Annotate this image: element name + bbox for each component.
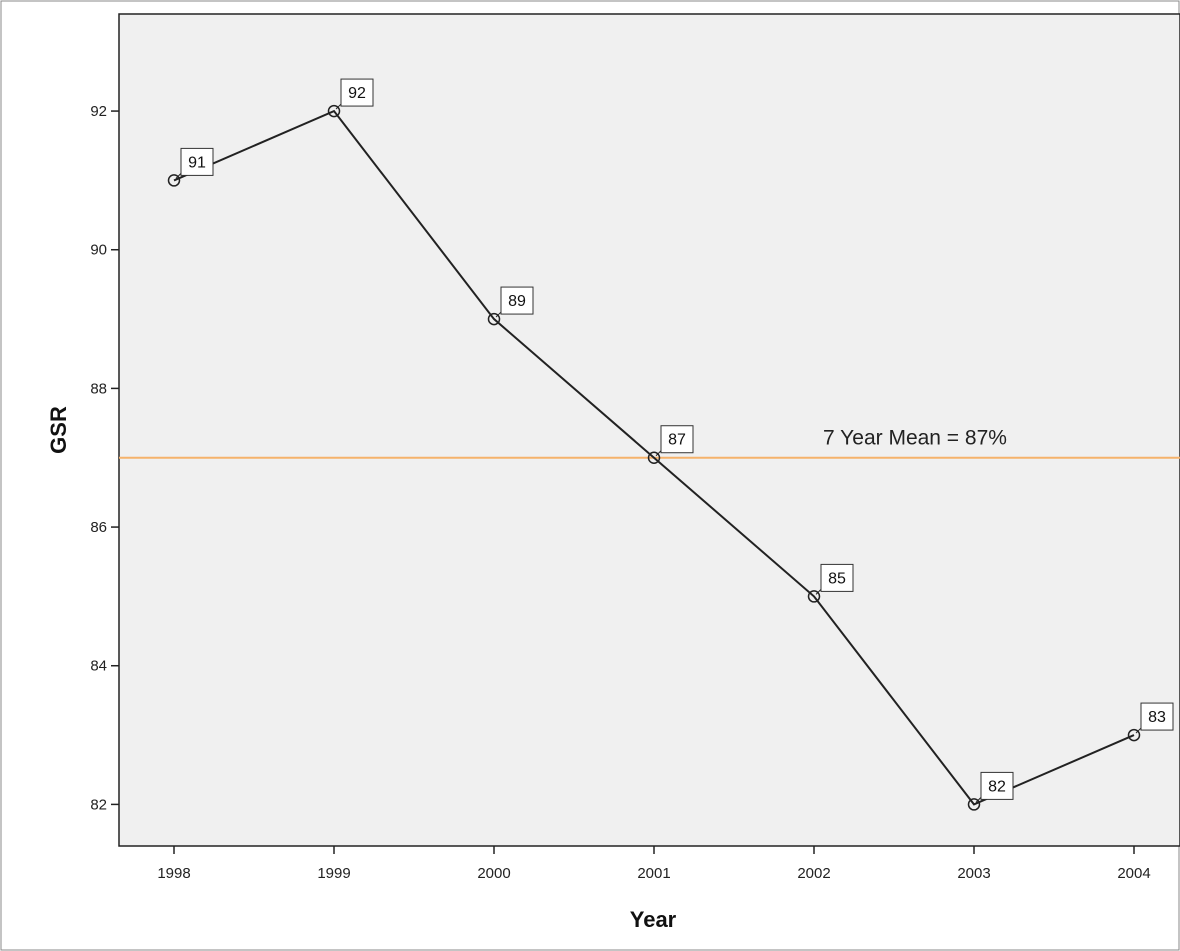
data-point — [327, 104, 341, 118]
data-label: 85 — [828, 570, 846, 587]
data-label-box — [340, 78, 374, 107]
data-label-leader — [815, 589, 822, 595]
data-point — [647, 451, 661, 464]
y-tick-label: 84 — [90, 658, 107, 675]
x-tick-label: 2002 — [797, 865, 830, 882]
y-tick-label: 92 — [90, 103, 107, 120]
x-axis: 1998 1999 2000 2001 2002 2003 2004 — [157, 846, 1151, 882]
y-axis-title: GSR — [46, 406, 71, 454]
data-label-box — [980, 771, 1014, 800]
data-label-leader — [335, 103, 342, 110]
data-point — [967, 798, 981, 811]
x-tick-label: 1998 — [157, 865, 190, 882]
y-tick-label: 90 — [90, 242, 107, 259]
data-label-box — [500, 286, 534, 315]
series-line — [173, 109, 1135, 806]
data-label: 89 — [508, 293, 526, 310]
x-tick-label: 2001 — [637, 865, 670, 882]
data-point — [807, 590, 821, 603]
data-label-leader — [655, 450, 662, 457]
data-label-box — [1140, 702, 1174, 731]
data-label-leader — [1135, 727, 1142, 734]
data-point — [1127, 728, 1141, 742]
mean-reference-label: 7 Year Mean = 87% — [823, 427, 1007, 450]
data-label-leader — [175, 173, 182, 179]
x-axis-title: Year — [630, 907, 677, 932]
data-label-box — [820, 563, 854, 592]
plot-area — [118, 13, 1180, 847]
data-label-leader — [975, 797, 982, 803]
x-tick-label: 2003 — [957, 865, 990, 882]
x-tick-label: 1999 — [317, 865, 350, 882]
y-tick-label: 86 — [90, 519, 107, 536]
data-point — [487, 312, 501, 326]
data-label: 87 — [668, 432, 686, 449]
x-tick-label: 2004 — [1117, 865, 1150, 882]
data-label-leader — [495, 311, 502, 318]
x-tick-label: 2000 — [477, 865, 510, 882]
y-tick-label: 82 — [90, 796, 107, 813]
data-label: 82 — [988, 778, 1006, 795]
data-point — [167, 174, 181, 187]
y-axis: 82 84 86 88 90 92 — [90, 103, 119, 813]
data-label: 92 — [348, 85, 366, 102]
data-label-box — [180, 147, 214, 176]
series-group: 91 92 89 87 85 82 83 — [167, 78, 1174, 811]
data-label-box — [660, 425, 694, 454]
y-tick-label: 88 — [90, 380, 107, 397]
data-label: 83 — [1148, 709, 1166, 726]
data-label: 91 — [188, 154, 206, 171]
